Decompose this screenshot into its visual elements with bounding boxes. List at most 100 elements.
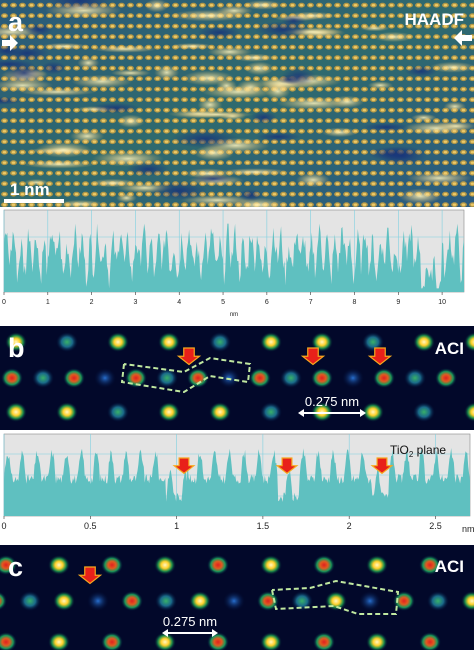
atom-column: [56, 332, 78, 352]
haadf-bright-patch: [243, 0, 283, 10]
haadf-bright-patch: [40, 42, 88, 50]
atom-column: [155, 591, 177, 611]
haadf-bright-patch: [435, 121, 474, 131]
haadf-bright-patch: [201, 85, 275, 99]
atom-column: [366, 555, 388, 575]
haadf-bright-patch: [429, 61, 474, 73]
haadf-bright-patch: [57, 199, 105, 207]
atom-column: [156, 368, 178, 388]
atom-column: [461, 591, 474, 611]
atom-column: [5, 332, 27, 352]
aci-image-c-svg: c ACI 0.275 nm: [0, 545, 474, 650]
atom-column: [404, 368, 426, 388]
haadf-dark-patch: [170, 129, 240, 149]
atom-column: [158, 332, 180, 352]
atom-column: [260, 402, 282, 422]
haadf-bright-patch: [154, 64, 180, 81]
aci-label-c: ACI: [435, 557, 464, 576]
atom-column: [419, 632, 441, 650]
haadf-dark-patch: [0, 96, 22, 105]
red-arrow-marker-icon: [367, 347, 393, 366]
atom-column: [464, 332, 474, 352]
atom-column: [413, 332, 435, 352]
haadf-label: HAADF: [405, 10, 465, 29]
red-arrow-marker-icon: [370, 457, 394, 475]
x-tick-label: 2.5: [429, 521, 442, 531]
haadf-bright-patch: [77, 56, 100, 69]
haadf-bright-patch: [406, 171, 472, 185]
haadf-dark-patch: [90, 102, 140, 114]
distance-label-b: 0.275 nm: [305, 394, 359, 409]
atom-column: [158, 402, 180, 422]
atom-column: [5, 402, 27, 422]
haadf-bright-patch: [179, 111, 254, 119]
atom-column: [313, 632, 335, 650]
x-tick-label: 0: [1, 521, 6, 531]
haadf-image-svg: a HAADF 1 nm: [0, 0, 474, 207]
atom-column: [154, 555, 176, 575]
haadf-bright-patch: [359, 25, 390, 32]
haadf-bright-patch: [398, 188, 442, 204]
atom-column: [427, 591, 449, 611]
haadf-bright-patch: [244, 61, 274, 76]
x-tick-label: 7: [309, 299, 313, 306]
atom-column: [291, 591, 313, 611]
atom-column: [63, 368, 85, 388]
atom-column: [257, 591, 279, 611]
red-arrow-marker-icon: [275, 457, 299, 475]
aci-profile-area: [4, 448, 470, 516]
x-tick-label: 5: [221, 299, 225, 306]
atom-column: [0, 632, 17, 650]
x-tick-label: 1: [174, 521, 179, 531]
haadf-profile-area: [4, 223, 464, 292]
atom-column: [359, 591, 381, 611]
x-tick-label: 2: [90, 299, 94, 306]
atom-column: [393, 591, 415, 611]
atom-column: [342, 368, 364, 388]
haadf-bright-patch: [373, 31, 414, 43]
atom-column: [209, 402, 231, 422]
haadf-profile-chart: 0 1 2 3 4 5 6 7 8 9 10 nm: [0, 207, 474, 320]
atom-column: [48, 632, 70, 650]
atom-column: [313, 555, 335, 575]
aci-image-b-svg: b ACI 0.275 nm: [0, 326, 474, 430]
haadf-dark-patch: [238, 189, 263, 202]
atom-column: [280, 368, 302, 388]
atom-column: [419, 555, 441, 575]
haadf-bright-patch: [182, 70, 235, 86]
red-arrow-marker-icon: [172, 457, 196, 475]
atom-column: [260, 555, 282, 575]
panel-b-profile: TiO2 plane 0 0.5 1 1.5 2 2.5 nm: [0, 432, 474, 536]
x-tick-label: 2: [347, 521, 352, 531]
haadf-bright-patch: [321, 127, 358, 138]
atom-column: [207, 555, 229, 575]
atom-column: [154, 632, 176, 650]
haadf-dark-patch: [150, 181, 208, 201]
atom-column: [260, 632, 282, 650]
haadf-bright-patch: [116, 193, 137, 203]
distance-arrow-c: [162, 629, 218, 637]
atom-column: [189, 591, 211, 611]
haadf-bright-patch: [219, 168, 290, 176]
x-tick-label: 4: [177, 299, 181, 306]
atom-column: [101, 632, 123, 650]
x-tick-label: 1: [46, 299, 50, 306]
x-tick-label: 8: [353, 299, 357, 306]
haadf-dark-patch: [25, 23, 53, 36]
atom-column: [0, 591, 7, 611]
atom-column: [53, 591, 75, 611]
profile-a-unit: nm: [230, 312, 238, 318]
atom-column: [464, 402, 474, 422]
atom-column: [1, 368, 23, 388]
distance-label-c: 0.275 nm: [163, 614, 217, 629]
panel-b-letter: b: [8, 333, 25, 363]
left-arrow-icon: [2, 35, 18, 51]
atom-column: [101, 555, 123, 575]
panel-a-letter: a: [8, 7, 24, 37]
haadf-dark-patch: [126, 162, 170, 177]
haadf-bright-patch: [169, 9, 248, 22]
haadf-bright-patch: [170, 43, 214, 50]
x-tick-label: 0.5: [84, 521, 97, 531]
haadf-dark-patch: [40, 61, 66, 75]
haadf-dark-patch: [192, 174, 235, 184]
